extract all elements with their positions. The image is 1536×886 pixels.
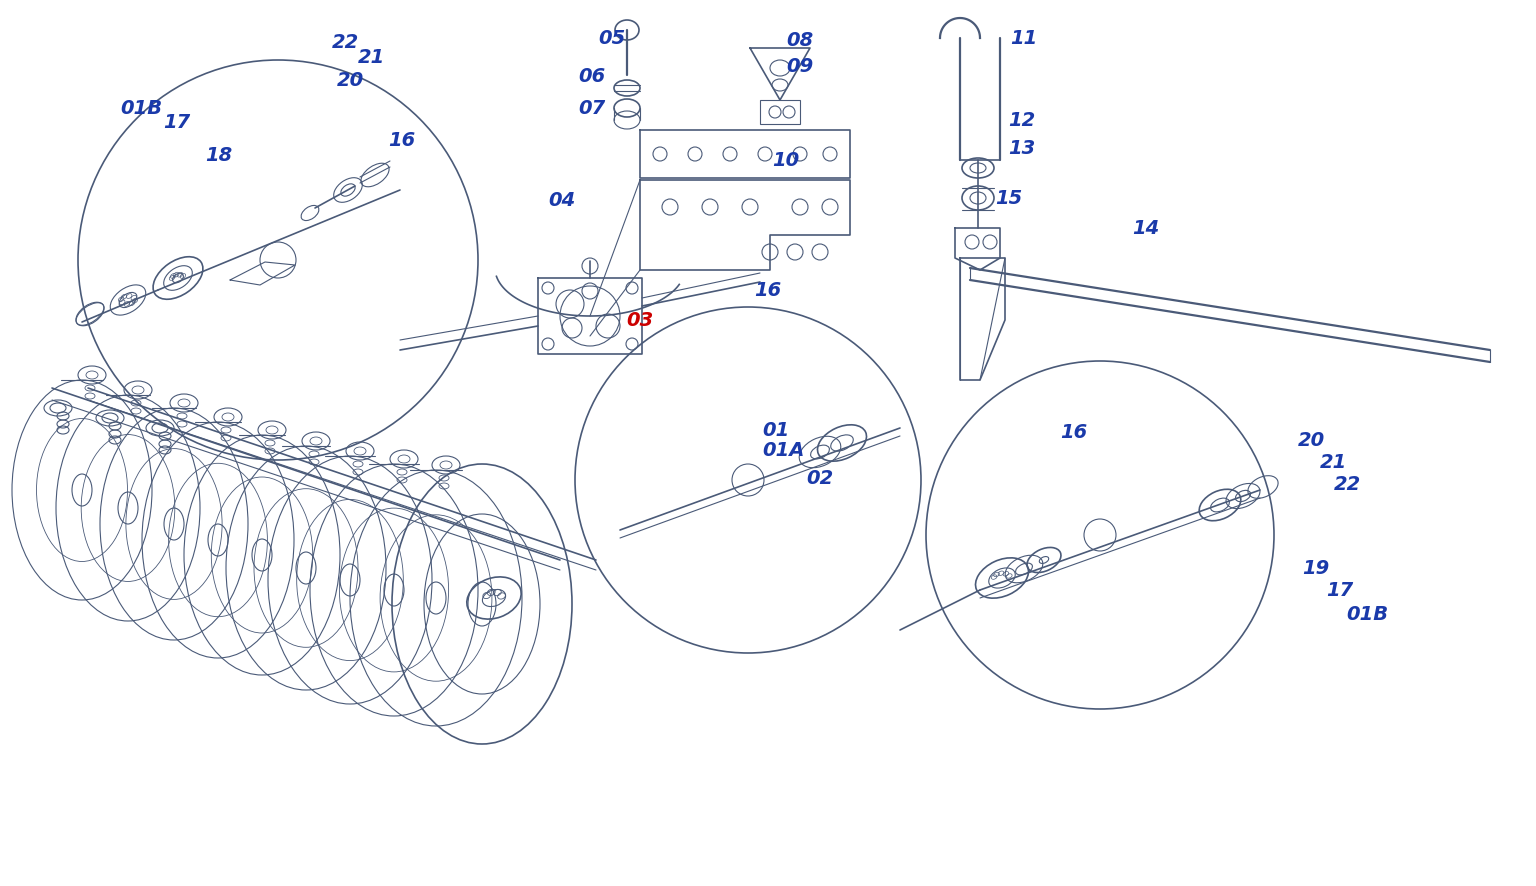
Text: 03: 03 bbox=[627, 310, 653, 330]
Text: 17: 17 bbox=[163, 113, 190, 131]
Text: 22: 22 bbox=[1333, 475, 1361, 494]
Text: 08: 08 bbox=[786, 30, 813, 50]
Text: 04: 04 bbox=[548, 190, 576, 209]
Text: 21: 21 bbox=[358, 48, 386, 66]
Text: 02: 02 bbox=[806, 469, 833, 487]
Text: 14: 14 bbox=[1132, 219, 1160, 237]
Text: 01: 01 bbox=[762, 421, 790, 439]
Text: 07: 07 bbox=[578, 98, 605, 118]
Text: 19: 19 bbox=[1303, 558, 1329, 578]
Text: 05: 05 bbox=[598, 28, 625, 48]
Text: 01A: 01A bbox=[762, 440, 805, 460]
Text: 09: 09 bbox=[786, 57, 813, 75]
Text: 16: 16 bbox=[389, 130, 415, 150]
Text: 17: 17 bbox=[1326, 580, 1353, 600]
Text: 12: 12 bbox=[1008, 111, 1035, 129]
Text: 10: 10 bbox=[773, 151, 799, 169]
Text: 01B: 01B bbox=[1346, 604, 1389, 624]
Text: 20: 20 bbox=[1298, 431, 1326, 449]
Text: 15: 15 bbox=[995, 189, 1023, 207]
Text: 20: 20 bbox=[336, 71, 364, 89]
Text: 16: 16 bbox=[754, 281, 782, 299]
Text: 11: 11 bbox=[1011, 28, 1037, 48]
Text: 13: 13 bbox=[1008, 138, 1035, 158]
Text: 18: 18 bbox=[204, 145, 232, 165]
Text: 16: 16 bbox=[1060, 423, 1087, 441]
Text: 21: 21 bbox=[1319, 453, 1347, 471]
Text: 01B: 01B bbox=[120, 98, 163, 118]
Text: 06: 06 bbox=[578, 66, 605, 86]
Text: 22: 22 bbox=[332, 33, 359, 51]
Bar bbox=[760, 100, 800, 124]
